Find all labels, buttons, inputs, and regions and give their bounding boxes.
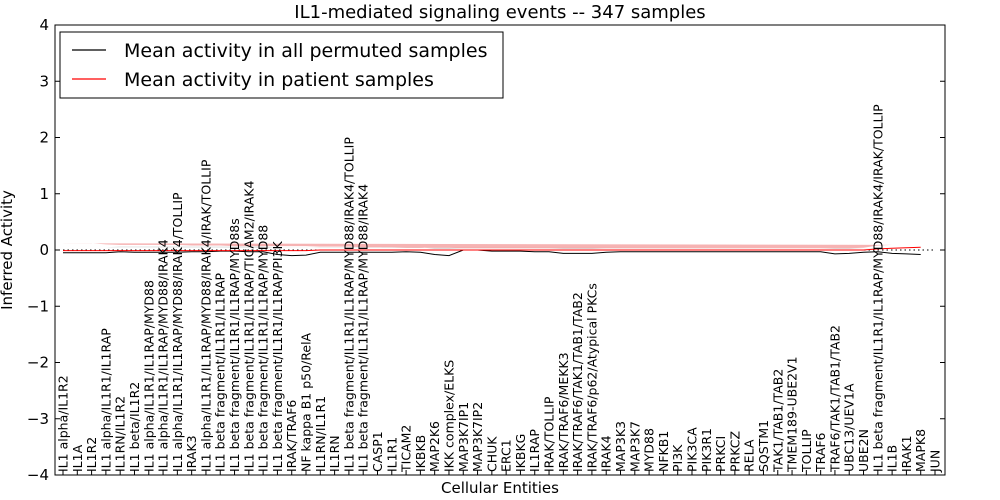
- x-tick-label: TRAF6/TAK1/TAB1/TAB2: [827, 325, 842, 473]
- x-tick-label: IL1R2: [84, 437, 99, 472]
- x-tick-label: IRAK3: [184, 435, 199, 472]
- x-tick-label: TRAF6: [813, 432, 828, 473]
- legend: Mean activity in all permuted samples Me…: [59, 31, 504, 99]
- y-tick-label: −2: [27, 354, 49, 372]
- x-tick-label: NF kappa B1 p50/RelA: [299, 332, 314, 472]
- x-tick-label: IL1RN: [327, 435, 342, 472]
- x-tick-label: IL1 beta fragment/IL1R1/IL1RAP/MYD88/IRA…: [341, 137, 356, 472]
- x-tick-label: IKBKG: [513, 434, 528, 472]
- x-tick-label: PRKCI: [713, 436, 728, 472]
- x-tick-label: IL1RAP: [527, 429, 542, 472]
- x-tick-label: IL1 beta fragment/IL1R1/IL1RAP/PI3K: [270, 241, 285, 472]
- y-tick-label: 4: [39, 16, 49, 34]
- x-tick-label: PI3K: [670, 444, 685, 472]
- x-tick-label: NFKB1: [656, 431, 671, 472]
- x-tick-label: MAP2K6: [427, 421, 442, 472]
- legend-box: [59, 31, 504, 99]
- x-tick-label: IRAK/TOLLIP: [542, 396, 557, 472]
- patient-mean-line: [63, 246, 921, 252]
- x-tick-label: IRAK/TRAF6/MEKK3: [556, 352, 571, 472]
- y-tick-label: 1: [39, 185, 49, 203]
- x-tick-label: IRAK/TRAF6/TAK1/TAB1/TAB2: [570, 292, 585, 472]
- x-tick-label: IL1 alpha/IL1R1/IL1RAP/MYD88/IRAK4/IRAK/…: [199, 159, 214, 472]
- y-tick-label: −3: [27, 410, 49, 428]
- x-tick-label: IL1RN/IL1R1: [313, 396, 328, 472]
- x-tick-label: TAK1/TAB1/TAB2: [770, 369, 785, 473]
- y-axis-label: Inferred Activity: [0, 190, 16, 310]
- x-tick-label: IL1B: [885, 445, 900, 472]
- x-tick-label: MYD88: [642, 428, 657, 472]
- x-tick-label: TOLLIP: [799, 429, 814, 473]
- patient-range-band: [63, 243, 921, 249]
- x-tick-label: TMEM189-UBE2V1: [785, 356, 800, 473]
- x-tick-label: IL1 beta fragment/IL1R1/IL1RAP/MYD88/IRA…: [356, 184, 371, 472]
- x-tick-label: MAP3K7IP1: [456, 402, 471, 472]
- x-tick-label: MAP3K7: [627, 421, 642, 472]
- x-tick-label: IL1RN/IL1R2: [113, 396, 128, 472]
- x-tick-label: IRAK/TRAF6: [284, 400, 299, 472]
- legend-patient-label: Mean activity in patient samples: [124, 69, 434, 91]
- y-tick-label: −1: [27, 297, 49, 315]
- x-axis-label: Cellular Entities: [441, 479, 559, 497]
- x-tick-label: IL1 beta fragment/IL1R1/IL1RAP/MYD88s: [227, 218, 242, 472]
- plot-frame: [54, 24, 946, 476]
- x-tick-label: JUN: [928, 450, 943, 473]
- x-tick-label: IRAK1: [899, 435, 914, 472]
- x-tick-label: IL1R1: [384, 437, 399, 472]
- y-tick-label: 0: [39, 241, 49, 259]
- x-tick-label: IL1 alpha/IL1R1/IL1RAP: [98, 328, 113, 472]
- x-tick-label: MAP3K7IP2: [470, 402, 485, 472]
- x-tick-labels: IL1 alpha/IL1R2 IL1A IL1R2 IL1 alpha/IL1R1/…: [56, 104, 943, 475]
- x-tick-label: PRKCZ: [727, 431, 742, 472]
- x-tick-label: IL1 alpha/IL1R1/IL1RAP/MYD88/IRAK4/TOLLI…: [170, 192, 185, 472]
- y-tick-label: 3: [39, 72, 49, 90]
- x-tick-label: IL1 alpha/IL1R1/IL1RAP/MYD88: [141, 280, 156, 472]
- x-tick-label: ERC1: [499, 439, 514, 472]
- x-tick-label: IKK complex/ELKS: [442, 360, 457, 472]
- x-tick-label: CASP1: [370, 431, 385, 472]
- x-tick-label: CHUK: [484, 436, 499, 472]
- x-tick-label: IRAK4: [599, 435, 614, 472]
- plot-area: [63, 243, 935, 257]
- x-tick-label: IL1A: [70, 444, 85, 472]
- x-tick-label: IL1 beta fragment/IL1R1/IL1RAP: [213, 272, 228, 472]
- y-tick-label: 2: [39, 129, 49, 147]
- x-tick-label: IL1 alpha/IL1R2: [56, 375, 71, 472]
- x-tick-label: SQSTM1: [756, 420, 771, 472]
- x-tick-label: MAP3K3: [613, 421, 628, 472]
- y-tick-label: −4: [27, 466, 49, 484]
- x-tick-label: TICAM2: [399, 425, 414, 473]
- x-tick-label: MAPK8: [913, 429, 928, 472]
- x-tick-label: UBE2N: [856, 429, 871, 472]
- x-tick-label: PIK3R1: [699, 428, 714, 472]
- chart-title: IL1-mediated signaling events -- 347 sam…: [294, 2, 705, 23]
- x-tick-label: UBC13/UEV1A: [842, 383, 857, 472]
- x-tick-label: IL1 alpha/IL1R1/IL1RAP/MYD88/IRAK4: [156, 239, 171, 472]
- x-tick-label: IL1 beta fragment/IL1R1/IL1RAP/MYD88/IRA…: [870, 104, 885, 472]
- x-tick-label: IRAK/TRAF6/p62/Atypical PKCs: [584, 283, 599, 472]
- permuted-mean-line: [63, 249, 921, 257]
- x-tick-label: IKBKB: [413, 435, 428, 472]
- x-tick-label: IL1 beta/IL1R2: [127, 382, 142, 472]
- x-tick-label: IL1 beta fragment/IL1R1/IL1RAP/MYD88: [256, 225, 271, 472]
- x-tick-label: RELA: [742, 439, 757, 472]
- x-tick-label: IL1 beta fragment/IL1R1/IL1RAP/TICAM2/IR…: [241, 181, 256, 472]
- legend-permuted-label: Mean activity in all permuted samples: [124, 40, 487, 62]
- x-tick-label: PIK3CA: [685, 427, 700, 472]
